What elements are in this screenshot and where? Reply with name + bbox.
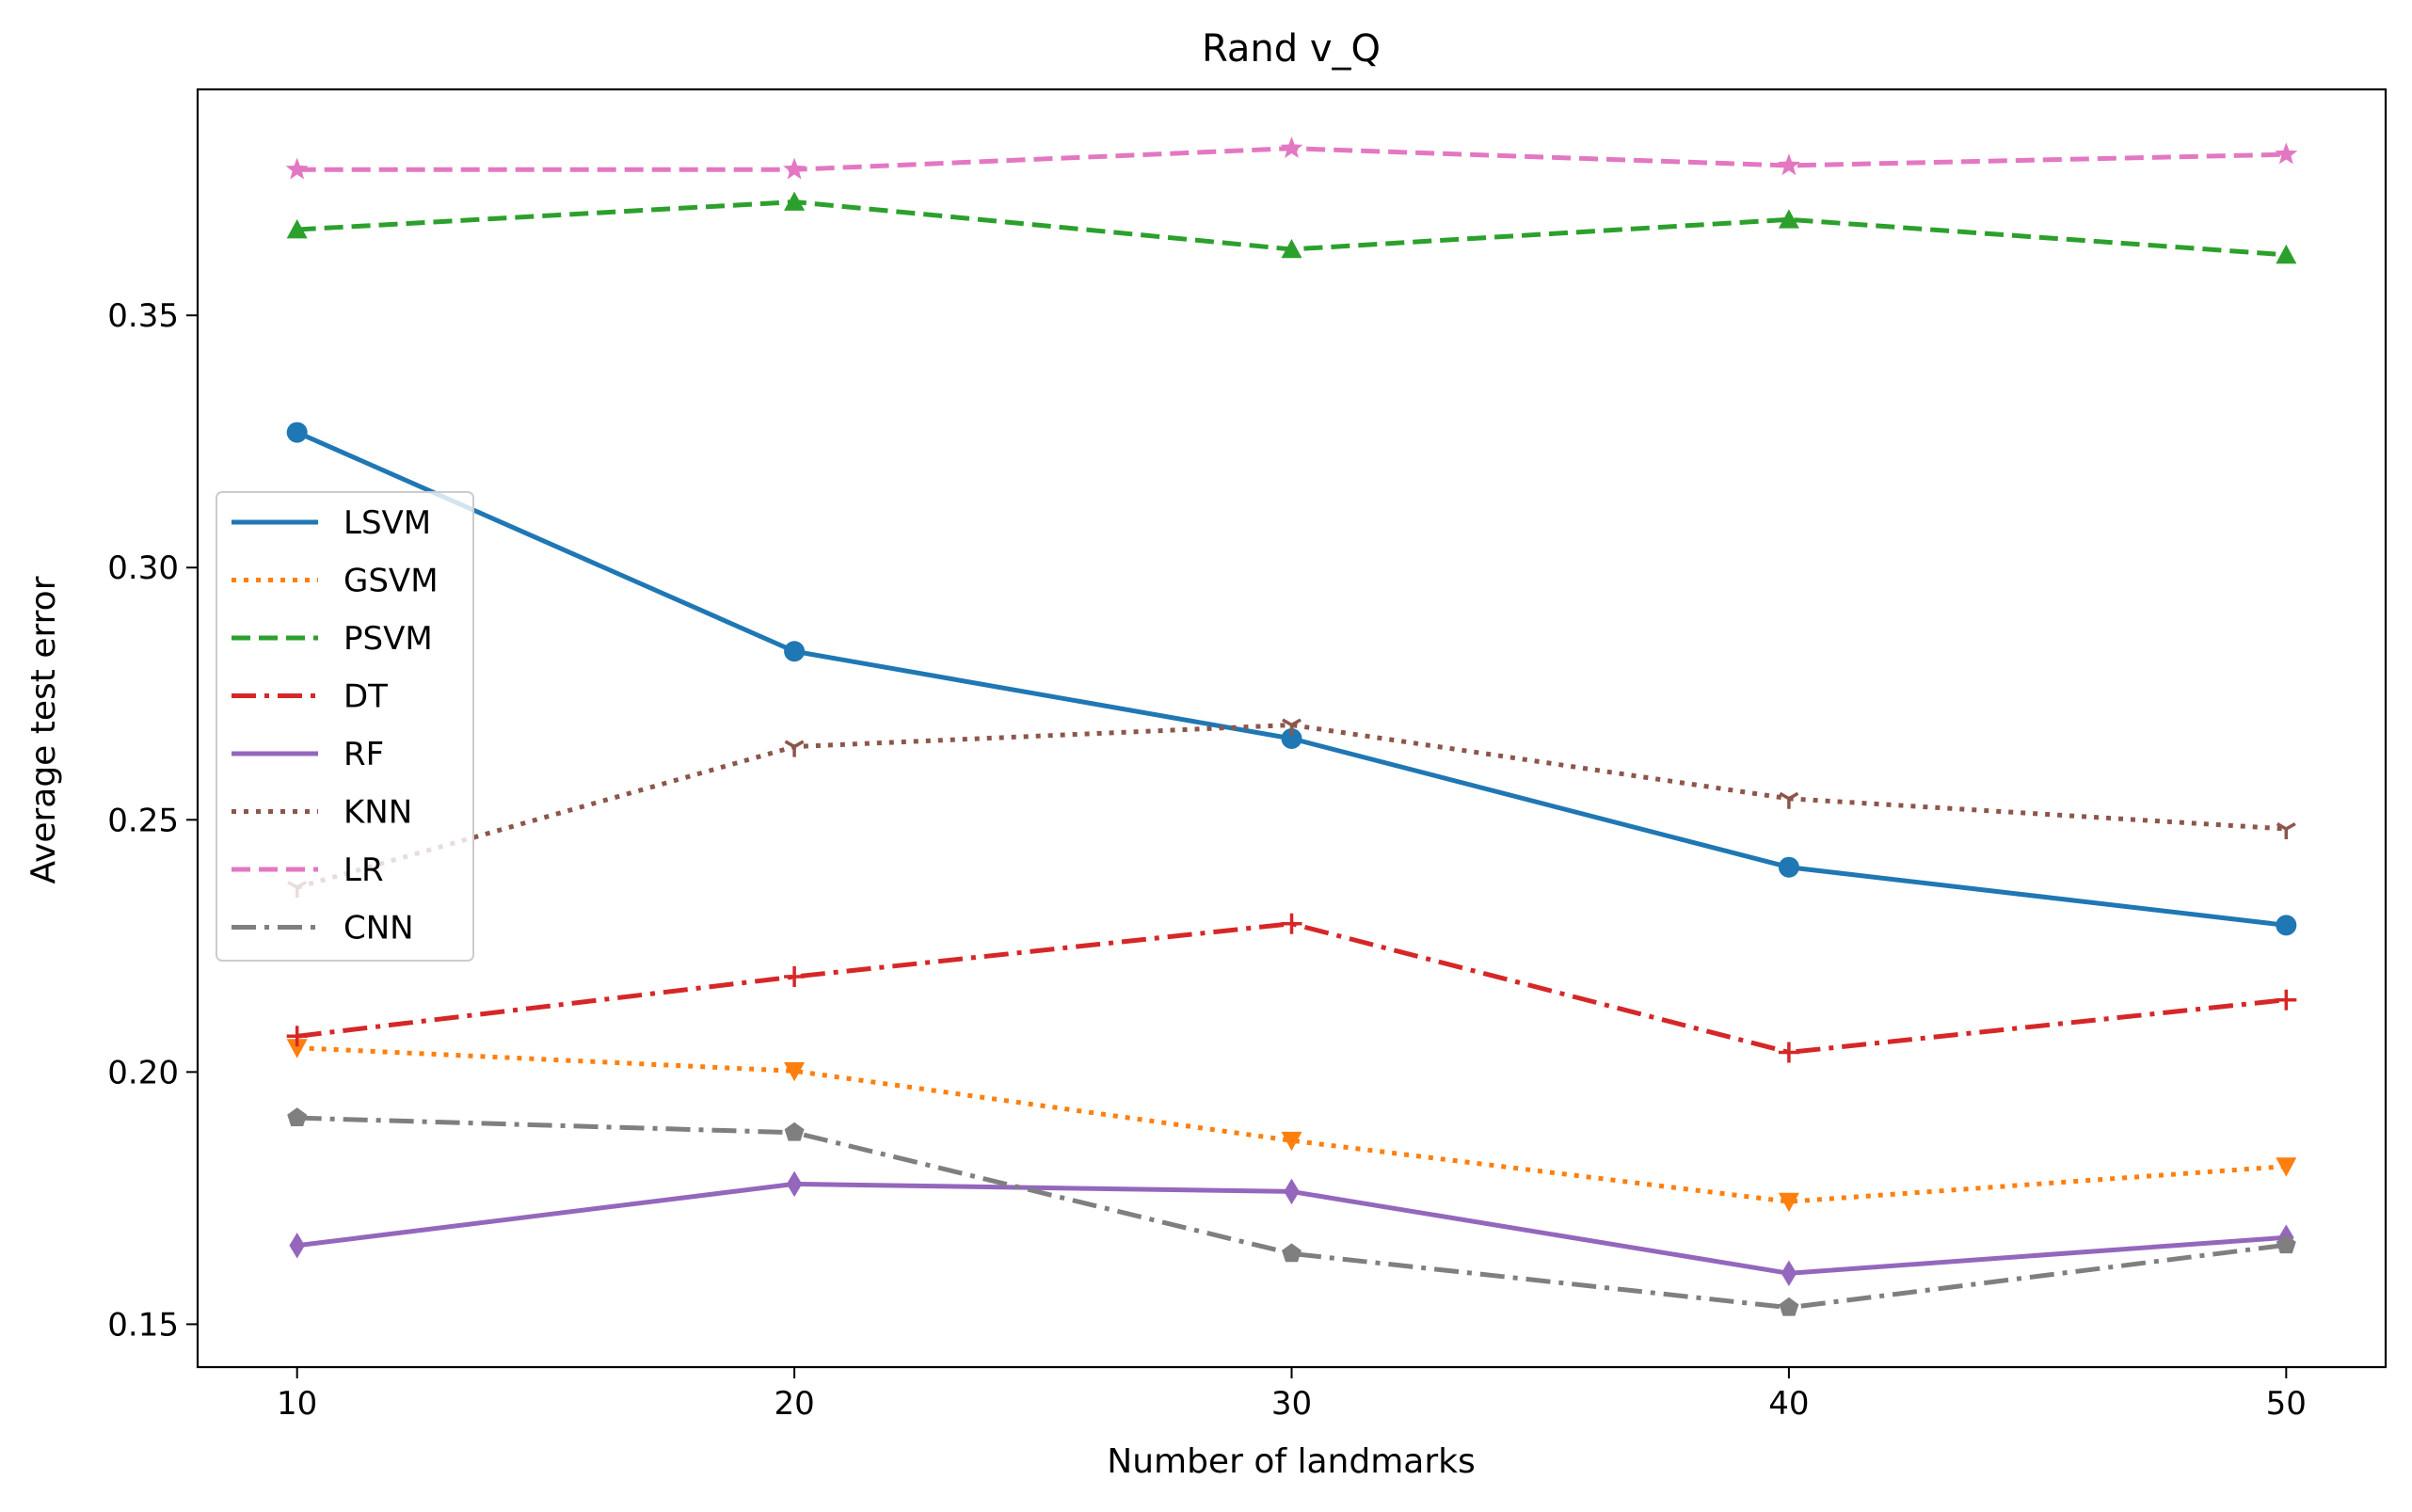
y-tick-label: 0.35 [107,297,179,335]
legend-item-knn: KNN [232,794,412,832]
series-line [296,723,2287,890]
series-lsvm [286,422,2297,936]
series-line [296,430,2287,928]
legend-item-lsvm: LSVM [232,504,431,542]
data-point [285,157,309,180]
data-point [783,157,807,180]
legend-item-cnn: CNN [232,910,414,947]
x-axis-label: Number of landmarks [1107,1442,1475,1481]
series-psvm [286,191,2297,264]
x-tick-label: 30 [1271,1385,1312,1423]
data-point [1778,209,1799,229]
series-gsvm [286,1039,2297,1213]
data-point [1779,1297,1799,1316]
data-point [784,1122,805,1141]
legend-label: RF [343,736,384,773]
data-point [1280,136,1303,158]
data-point [1778,1192,1799,1213]
x-axis: 10 20 30 40 50 [277,1367,2307,1423]
data-point [287,1107,308,1127]
chart-title: Rand v_Q [1202,27,1381,71]
data-point [2276,989,2297,1011]
series-line [296,921,2287,1055]
data-point [784,641,806,662]
series-line [296,1045,2287,1204]
series-rf [289,1170,2294,1287]
data-point [1778,856,1799,878]
x-tick-label: 50 [2266,1385,2307,1423]
series-lr [285,136,2298,180]
legend-item-lr: LR [232,851,384,889]
data-point [2276,821,2296,839]
y-axis: 0.15 0.20 0.25 0.30 0.35 [107,297,198,1344]
data-point [2276,915,2297,936]
data-point [2275,142,2298,165]
data-point [1282,718,1302,736]
y-tick-label: 0.25 [107,802,179,839]
legend-item-psvm: PSVM [232,620,433,658]
data-point [1779,791,1799,809]
data-point [286,1039,308,1058]
legend-item-gsvm: GSVM [232,563,439,600]
y-axis-label: Average test error [24,576,63,883]
data-point [786,1170,803,1198]
x-tick-label: 10 [277,1385,317,1423]
legend-label: CNN [343,910,414,947]
y-tick-label: 0.30 [107,549,179,587]
data-point [286,219,308,239]
legend: LSVM GSVM PSVM DT RF KNN LR CNN [216,491,474,962]
data-point [289,1233,305,1259]
y-tick-label: 0.20 [107,1054,179,1091]
legend-label: PSVM [343,620,433,658]
legend-label: DT [343,678,388,716]
data-point [1281,913,1302,934]
legend-label: GSVM [343,563,439,600]
data-point [2276,244,2297,264]
data-point [1281,1131,1302,1152]
legend-box [216,491,474,962]
x-tick-label: 40 [1768,1385,1809,1423]
data-point [286,1026,308,1047]
data-point [1781,1260,1797,1287]
series-cnn [287,1107,2296,1316]
data-point [784,740,805,757]
legend-item-dt: DT [232,678,388,716]
data-point [286,422,308,443]
y-tick-label: 0.15 [107,1306,179,1344]
x-tick-label: 20 [774,1385,814,1423]
data-point [2276,1234,2296,1254]
legend-label: LR [343,851,384,889]
legend-label: LSVM [343,504,431,542]
data-point [1281,727,1302,749]
data-point [1778,1042,1799,1063]
series-dt [286,913,2297,1063]
data-point [1282,1243,1302,1263]
legend-item-rf: RF [232,736,384,773]
data-point [784,191,806,211]
series-layer [285,136,2298,1316]
data-point [784,966,806,988]
data-point [2276,1157,2297,1177]
data-point [784,1061,806,1082]
series-line [296,1115,2287,1311]
data-point [1777,153,1800,176]
data-point [1281,238,1302,259]
data-point [1284,1178,1300,1205]
legend-label: KNN [343,794,412,832]
